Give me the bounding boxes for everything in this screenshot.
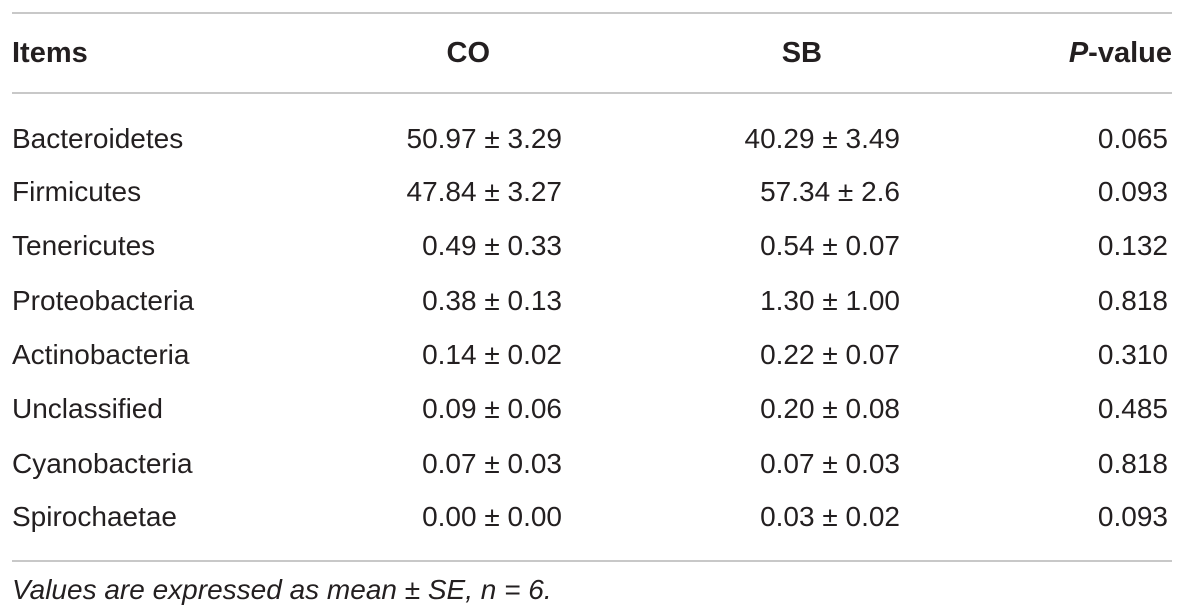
table-footnote: Values are expressed as mean ± SE, n = 6… [12,573,552,605]
cell-co: 47.84 ± 3.27 [406,176,563,208]
cell-co: 50.97 ± 3.29 [406,122,563,154]
cell-item: Tenericutes [12,230,156,262]
cell-item: Bacteroidetes [12,122,184,154]
header-row: Items CO SB P-value [12,12,1172,94]
cell-co: 0.07 ± 0.03 [422,447,562,479]
cell-sb-wrap: 40.29 ± 3.49 [562,93,902,165]
table-row: Cyanobacteria 0.07 ± 0.03 0.07 ± 0.03 0.818 [12,436,1172,490]
header-p-value: P-value [902,12,1172,94]
cell-item: Cyanobacteria [12,447,193,479]
table-row: Spirochaetae 0.00 ± 0.00 0.03 ± 0.02 0.093 [12,490,1172,562]
cell-sb: 0.54 ± 0.07 [760,230,900,262]
cell-p-value: 0.132 [1097,230,1168,262]
table-row: Actinobacteria 0.14 ± 0.02 0.22 ± 0.07 0.31… [12,328,1172,382]
header-p-letter: P [1068,36,1089,69]
header-co: CO [342,12,562,94]
cell-sb-wrap: 0.07 ± 0.03 [562,436,902,490]
cell-sb-wrap: 0.54 ± 0.07 [562,219,902,273]
header-p-suffix: -value [1088,36,1172,69]
cell-sb-wrap: 0.22 ± 0.07 [562,328,902,382]
data-table-container: Items CO SB P-value Bacteroidetes 50.97 ±… [12,12,1188,606]
cell-sb-wrap: 0.03 ± 0.02 [562,490,902,562]
cell-item: Actinobacteria [12,339,190,371]
table-row: Firmicutes 47.84 ± 3.27 57.34 ± 2.6 0.093 [12,165,1172,219]
cell-co: 0.14 ± 0.02 [422,339,562,371]
cell-sb: 0.20 ± 0.08 [760,393,900,425]
cell-sb: 0.07 ± 0.03 [760,447,900,479]
cell-p-value: 0.310 [1097,339,1168,371]
table-body: Bacteroidetes 50.97 ± 3.29 40.29 ± 3.49 0.0… [12,93,1172,562]
header-sb: SB [562,12,902,94]
cell-sb-wrap: 0.20 ± 0.08 [562,382,902,436]
cell-co: 0.38 ± 0.13 [422,284,562,316]
cell-co: 0.09 ± 0.06 [422,393,562,425]
cell-sb-wrap: 1.30 ± 1.00 [562,274,902,328]
cell-sb: 57.34 ± 2.6 [760,176,900,208]
table-row: Tenericutes 0.49 ± 0.33 0.54 ± 0.07 0.132 [12,219,1172,273]
table-row: Proteobacteria 0.38 ± 0.13 1.30 ± 1.00 0.81… [12,274,1172,328]
table-header: Items CO SB P-value [12,12,1172,94]
cell-co: 0.49 ± 0.33 [422,230,562,262]
cell-p-value: 0.065 [1097,122,1168,154]
cell-item: Proteobacteria [12,284,195,316]
cell-p-value: 0.093 [902,490,1172,562]
cell-sb: 40.29 ± 3.49 [744,122,901,154]
cell-sb: 0.22 ± 0.07 [760,339,900,371]
cell-p-value: 0.818 [1097,284,1168,316]
cell-p-value: 0.485 [1097,393,1168,425]
table-row: Unclassified 0.09 ± 0.06 0.20 ± 0.08 0.485 [12,382,1172,436]
cell-sb-wrap: 57.34 ± 2.6 [562,165,902,219]
cell-item: Firmicutes [12,176,142,208]
cell-sb: 0.03 ± 0.02 [760,501,900,533]
table-row: Bacteroidetes 50.97 ± 3.29 40.29 ± 3.49 0.0… [12,93,1172,165]
cell-p-value: 0.818 [1097,447,1168,479]
cell-sb: 1.30 ± 1.00 [760,284,900,316]
header-items: Items [12,12,342,94]
phylum-abundance-table: Items CO SB P-value Bacteroidetes 50.97 ±… [12,12,1172,562]
cell-item: Spirochaetae [12,490,342,562]
cell-p-value: 0.093 [1097,176,1168,208]
cell-co: 0.00 ± 0.00 [342,490,562,562]
cell-item: Unclassified [12,393,163,425]
